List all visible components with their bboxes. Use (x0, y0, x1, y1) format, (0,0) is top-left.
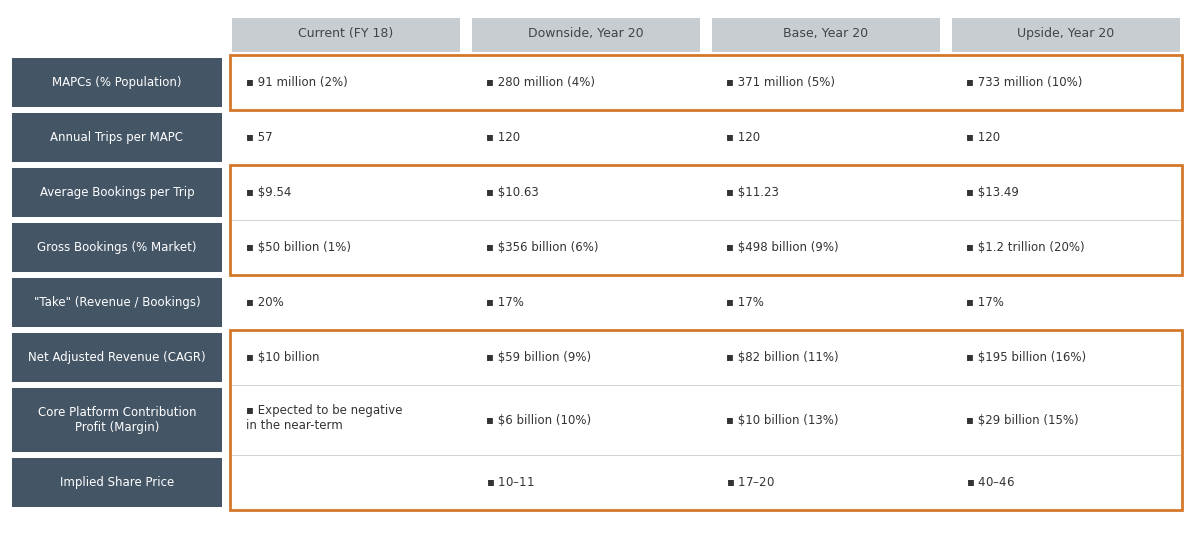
Text: ▪ $29 billion (15%): ▪ $29 billion (15%) (966, 413, 1079, 426)
Text: ▪ $50 billion (1%): ▪ $50 billion (1%) (246, 241, 351, 254)
Text: ▪ $10 billion (13%): ▪ $10 billion (13%) (727, 413, 839, 426)
Bar (712, 18, 940, 52)
Bar (229, 55, 1182, 110)
Bar (229, 330, 1182, 510)
Text: Gross Bookings (% Market): Gross Bookings (% Market) (37, 241, 197, 254)
Bar (12, 113, 222, 162)
Text: ▪ $10.63: ▪ $10.63 (486, 186, 539, 199)
Text: MAPCs (% Population): MAPCs (% Population) (53, 76, 182, 89)
Text: ▪ 280 million (4%): ▪ 280 million (4%) (486, 76, 595, 89)
Bar (12, 458, 222, 507)
Bar (12, 223, 222, 272)
Text: ▪ 733 million (10%): ▪ 733 million (10%) (966, 76, 1083, 89)
Text: Downside, Year 20: Downside, Year 20 (528, 28, 644, 41)
Text: ▪ 17%: ▪ 17% (486, 296, 523, 309)
Text: ▪ 120: ▪ 120 (486, 131, 520, 144)
Text: ▪ $356 billion (6%): ▪ $356 billion (6%) (486, 241, 599, 254)
Bar (12, 333, 222, 382)
Text: ▪ 57: ▪ 57 (246, 131, 272, 144)
Text: Current (FY 18): Current (FY 18) (299, 28, 393, 41)
Text: Core Platform Contribution
Profit (Margin): Core Platform Contribution Profit (Margi… (38, 406, 196, 434)
Bar (472, 18, 700, 52)
Bar (229, 165, 1182, 275)
Text: ▪ $1.2 trillion (20%): ▪ $1.2 trillion (20%) (966, 241, 1085, 254)
Text: ▪ $10 – $11: ▪ $10 – $11 (486, 476, 534, 489)
Text: ▪ 17%: ▪ 17% (727, 296, 764, 309)
Text: ▪ $59 billion (9%): ▪ $59 billion (9%) (486, 351, 592, 364)
Text: ▪ 120: ▪ 120 (727, 131, 760, 144)
Text: Upside, Year 20: Upside, Year 20 (1017, 28, 1115, 41)
Text: ▪ 20%: ▪ 20% (246, 296, 283, 309)
Text: ▪ $82 billion (11%): ▪ $82 billion (11%) (727, 351, 839, 364)
Text: ▪ $11.23: ▪ $11.23 (727, 186, 779, 199)
Text: ▪ 17%: ▪ 17% (966, 296, 1004, 309)
Text: ▪ 120: ▪ 120 (966, 131, 1000, 144)
Bar (952, 18, 1179, 52)
Text: ▪ $17 – $20: ▪ $17 – $20 (727, 476, 774, 489)
Text: ▪ $10 billion: ▪ $10 billion (246, 351, 319, 364)
Text: ▪ $13.49: ▪ $13.49 (966, 186, 1019, 199)
Bar (232, 18, 460, 52)
Text: ▪ $6 billion (10%): ▪ $6 billion (10%) (486, 413, 592, 426)
Text: Base, Year 20: Base, Year 20 (784, 28, 869, 41)
Text: ▪ $195 billion (16%): ▪ $195 billion (16%) (966, 351, 1086, 364)
Text: ▪ $498 billion (9%): ▪ $498 billion (9%) (727, 241, 839, 254)
Text: ▪ $40 – $46: ▪ $40 – $46 (966, 476, 1015, 489)
Text: Average Bookings per Trip: Average Bookings per Trip (39, 186, 195, 199)
Bar (12, 278, 222, 327)
Bar (12, 388, 222, 452)
Bar (12, 58, 222, 107)
Text: ▪ $9.54: ▪ $9.54 (246, 186, 292, 199)
Text: "Take" (Revenue / Bookings): "Take" (Revenue / Bookings) (33, 296, 201, 309)
Bar (12, 168, 222, 217)
Text: Implied Share Price: Implied Share Price (60, 476, 174, 489)
Text: ▪ Expected to be negative
in the near-term: ▪ Expected to be negative in the near-te… (246, 404, 403, 432)
Text: ▪ 91 million (2%): ▪ 91 million (2%) (246, 76, 348, 89)
Text: Annual Trips per MAPC: Annual Trips per MAPC (50, 131, 184, 144)
Text: ▪ 371 million (5%): ▪ 371 million (5%) (727, 76, 835, 89)
Text: Net Adjusted Revenue (CAGR): Net Adjusted Revenue (CAGR) (29, 351, 206, 364)
